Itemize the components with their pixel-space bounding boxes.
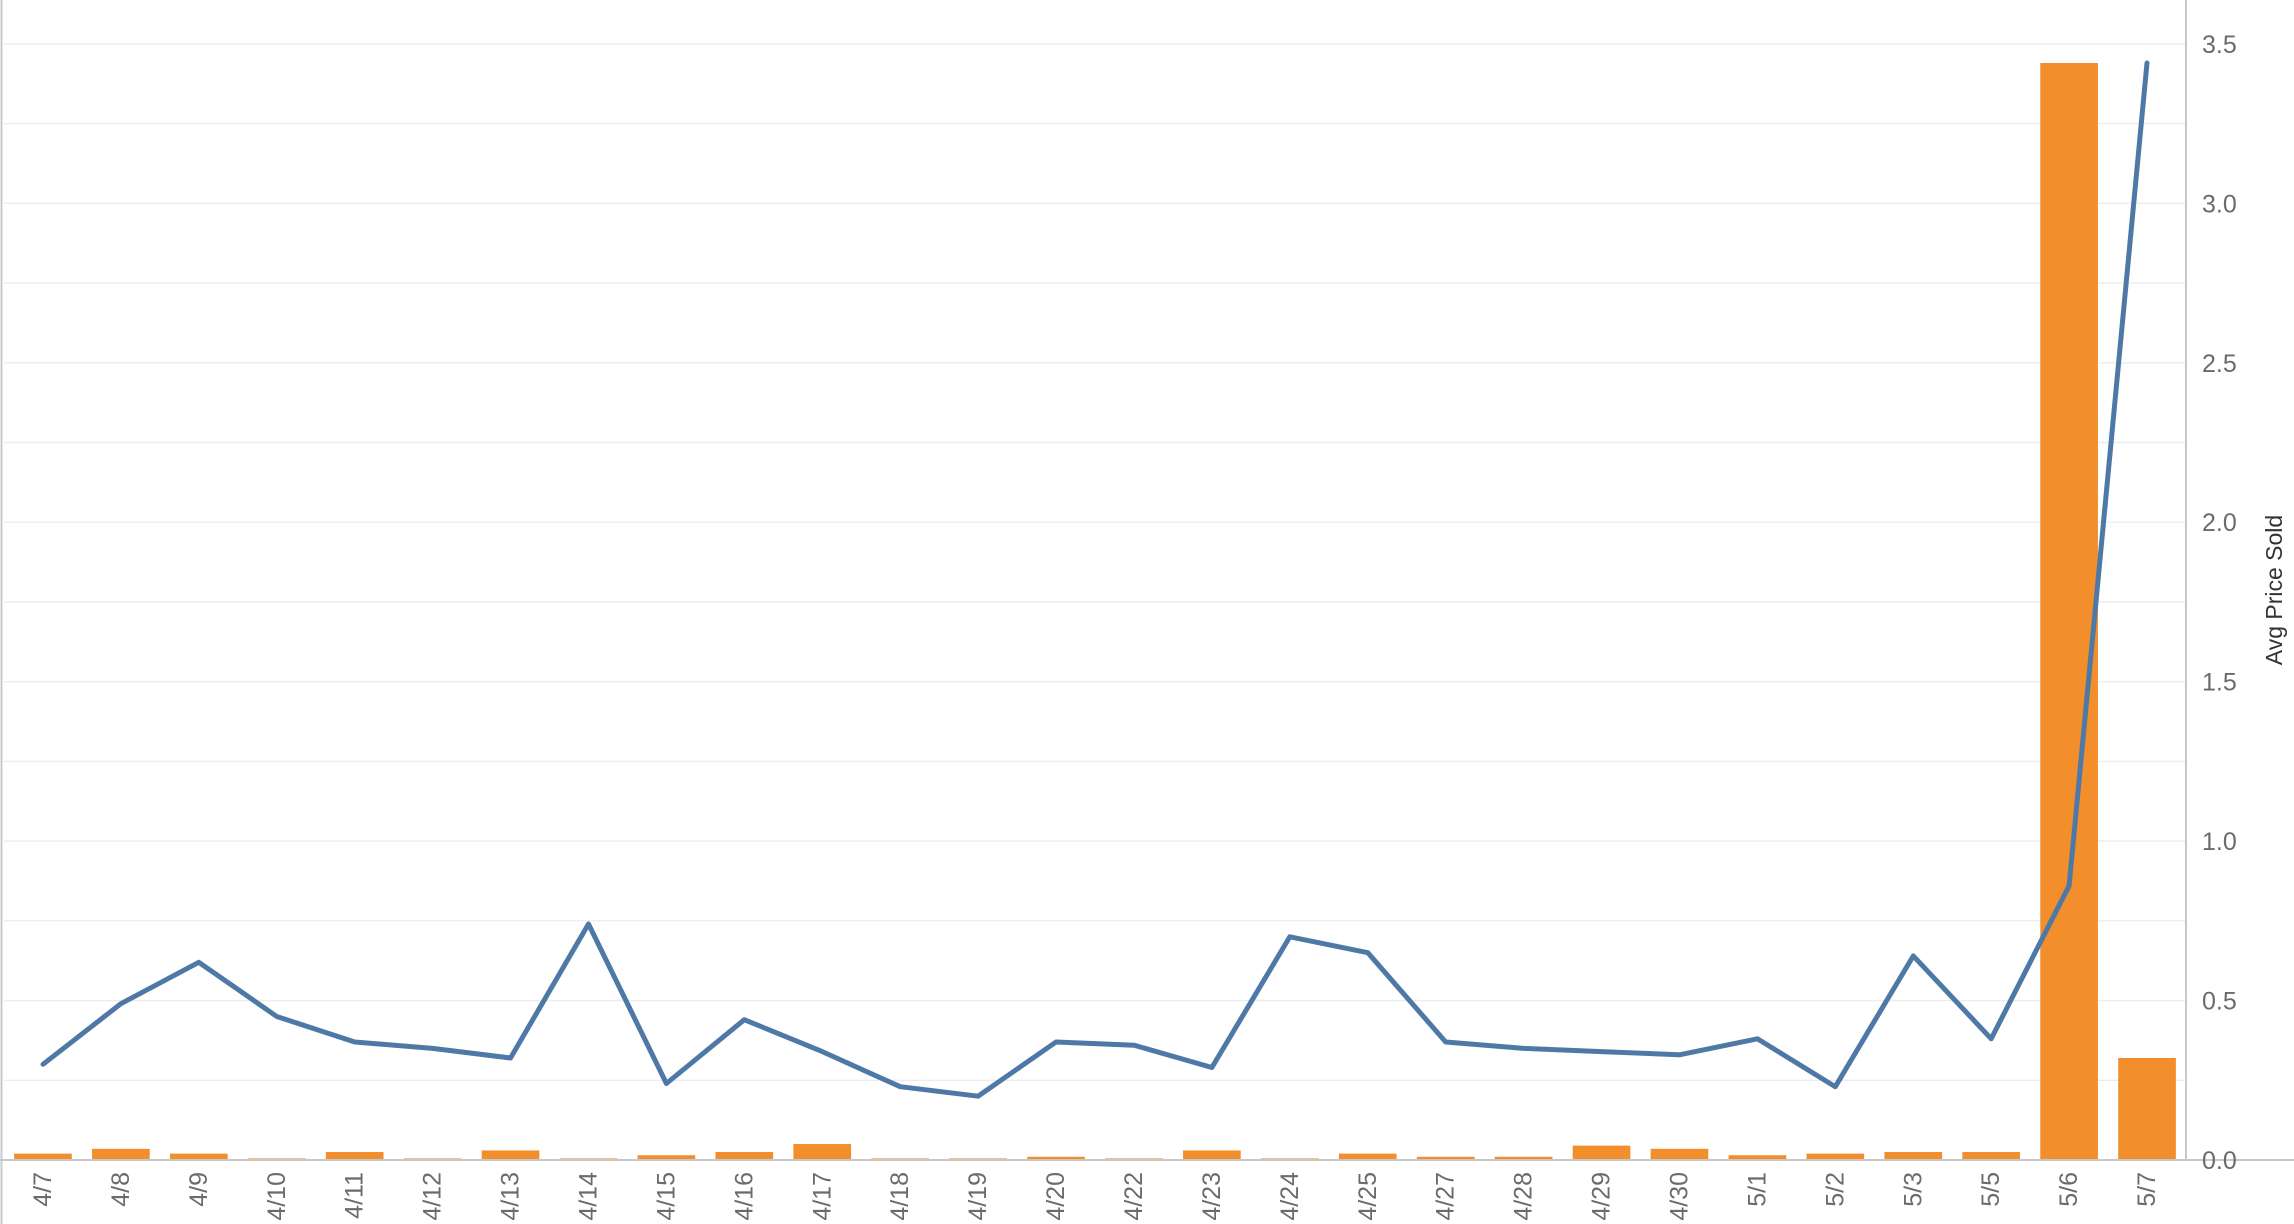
x-tick-label: 4/18 — [886, 1172, 914, 1221]
bar-4/20 — [1027, 1156, 1085, 1160]
bar-4/16 — [715, 1152, 774, 1160]
x-tick-label: 5/3 — [1899, 1172, 1927, 1207]
y-tick-label: 2.5 — [2202, 350, 2237, 378]
bar-4/17 — [793, 1144, 852, 1160]
x-tick-label: 4/12 — [419, 1172, 447, 1221]
x-tick-label: 5/7 — [2133, 1172, 2161, 1207]
y-axis-labels: 0.0 0.5 1.0 1.5 2.0 2.5 3.0 3.5 — [2202, 31, 2237, 1175]
bar-5/7 — [2118, 1057, 2176, 1160]
bar-4/15 — [637, 1155, 696, 1160]
y-tick-label: 3.0 — [2202, 190, 2237, 218]
bar-4/7 — [14, 1153, 72, 1160]
x-tick-label: 4/20 — [1042, 1172, 1070, 1221]
x-tick-label: 5/6 — [2055, 1172, 2083, 1207]
x-tick-label: 4/17 — [808, 1172, 836, 1221]
x-tick-label: 4/25 — [1354, 1172, 1382, 1221]
x-tick-label: 4/19 — [964, 1172, 992, 1221]
x-tick-label: 4/15 — [652, 1172, 680, 1221]
x-tick-label: 4/13 — [497, 1172, 525, 1221]
x-tick-label: 4/8 — [107, 1172, 135, 1207]
x-tick-label: 4/7 — [29, 1172, 57, 1207]
x-tick-label: 4/10 — [263, 1172, 291, 1221]
bar-5/2 — [1806, 1153, 1865, 1160]
x-tick-label: 4/23 — [1198, 1172, 1226, 1221]
bar-series — [14, 63, 2176, 1161]
x-tick-label: 4/11 — [341, 1172, 369, 1219]
x-tick-label: 5/2 — [1821, 1172, 1849, 1207]
bar-4/13 — [481, 1150, 540, 1160]
bar-5/1 — [1728, 1155, 1787, 1160]
bar-4/28 — [1494, 1156, 1553, 1160]
x-tick-label: 4/30 — [1665, 1172, 1693, 1221]
x-tick-label: 4/29 — [1588, 1172, 1616, 1221]
x-axis-labels: 4/7 4/8 4/9 4/10 4/11 4/12 4/13 4/14 4/15 4/16 4/1… — [29, 1172, 2161, 1221]
y-axis-title: Avg Price Sold — [2261, 515, 2287, 665]
bar-4/8 — [92, 1148, 150, 1160]
x-tick-label: 4/28 — [1510, 1172, 1538, 1221]
avg-price-line — [40, 60, 2150, 1099]
x-tick-label: 4/24 — [1276, 1172, 1304, 1221]
x-tick-label: 4/27 — [1432, 1172, 1460, 1221]
x-tick-label: 4/14 — [574, 1172, 602, 1221]
bar-4/23 — [1183, 1150, 1241, 1160]
bar-4/9 — [169, 1153, 228, 1160]
y-tick-label: 1.0 — [2202, 828, 2237, 856]
bar-5/6 — [2040, 63, 2098, 1161]
bar-5/5 — [1962, 1152, 2021, 1160]
line-series — [40, 60, 2150, 1099]
y-tick-label: 0.0 — [2202, 1147, 2237, 1175]
grid-lines — [4, 43, 2186, 1161]
x-tick-label: 4/16 — [730, 1172, 758, 1221]
x-tick-label: 5/5 — [1977, 1172, 2005, 1207]
y-tick-label: 2.0 — [2202, 509, 2237, 537]
bar-4/30 — [1650, 1148, 1709, 1160]
x-tick-label: 4/9 — [185, 1172, 213, 1207]
x-tick-label: 5/1 — [1743, 1172, 1771, 1207]
x-tick-label: 4/22 — [1120, 1172, 1148, 1221]
y-tick-label: 3.5 — [2202, 31, 2237, 59]
y-tick-label: 0.5 — [2202, 988, 2237, 1016]
y-tick-label: 1.5 — [2202, 669, 2237, 697]
bar-4/29 — [1572, 1145, 1631, 1160]
bar-4/25 — [1338, 1153, 1397, 1160]
bar-4/11 — [325, 1152, 384, 1160]
bar-5/3 — [1884, 1152, 1943, 1160]
bar-4/27 — [1416, 1156, 1475, 1160]
